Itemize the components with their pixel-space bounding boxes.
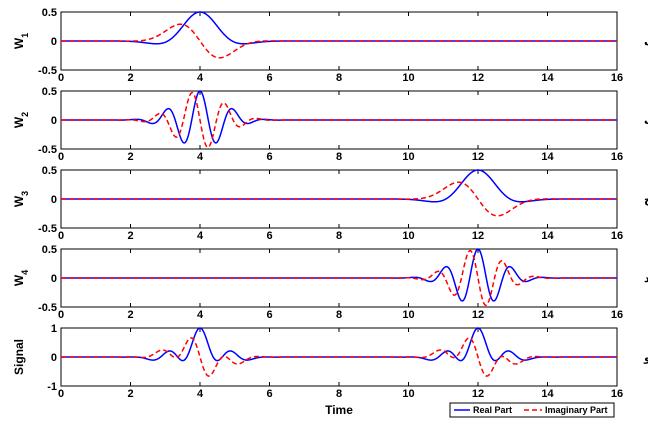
y-axis-label-sub: 2 (20, 112, 30, 117)
x-tick-label: 12 (472, 388, 484, 400)
x-tick-label: 4 (197, 72, 204, 84)
x-tick-label: 2 (127, 230, 133, 242)
x-tick-label: 12 (472, 72, 484, 84)
x-tick-label: 10 (402, 151, 414, 163)
x-tick-label: 2 (127, 72, 133, 84)
y-tick-label: 0.5 (42, 86, 57, 98)
x-tick-label: 0 (58, 388, 64, 400)
x-tick-label: 12 (472, 151, 484, 163)
x-tick-label: 0 (58, 309, 64, 321)
x-tick-label: 4 (197, 230, 204, 242)
x-tick-label: 14 (541, 151, 554, 163)
y-axis-label: W4 (12, 270, 30, 286)
y-tick-label: -0.5 (38, 144, 57, 156)
x-tick-label: 6 (266, 151, 272, 163)
y-tick-label: 0 (51, 273, 57, 285)
y-axis-label: Signal (12, 339, 26, 375)
x-tick-label: 2 (127, 309, 133, 321)
y-axis-label: W3 (12, 191, 30, 207)
y-tick-label: -0.5 (38, 302, 57, 314)
series-imaginary-part (61, 91, 617, 149)
y-axis-label: W1 (12, 33, 30, 49)
x-tick-label: 14 (541, 388, 554, 400)
y-tick-label: 0 (51, 194, 57, 206)
y-axis-label-main: Signal (12, 339, 26, 375)
x-tick-label: 6 (266, 309, 272, 321)
y-axis-label: W2 (12, 112, 30, 128)
x-tick-label: 6 (266, 72, 272, 84)
y-axis-label-sub: 3 (20, 191, 30, 196)
x-tick-label: 16 (611, 388, 623, 400)
x-tick-label: 0 (58, 230, 64, 242)
x-tick-label: 0 (58, 72, 64, 84)
x-tick-label: 14 (541, 72, 554, 84)
y-tick-label: 0 (51, 36, 57, 48)
y-tick-label: 0.5 (42, 244, 57, 256)
x-tick-label: 4 (197, 388, 204, 400)
x-tick-label: 0 (58, 151, 64, 163)
series-imaginary-part (61, 23, 617, 59)
x-tick-label: 8 (336, 388, 342, 400)
x-tick-label: 2 (127, 151, 133, 163)
y-tick-label: 0 (51, 352, 57, 364)
y-tick-label: 0.5 (42, 7, 57, 19)
legend-label-real: Real Part (473, 405, 512, 415)
legend-label-imaginary: Imaginary Part (545, 405, 608, 415)
y-tick-label: -0.5 (38, 223, 57, 235)
series-imaginary-part (61, 249, 617, 307)
x-tick-label: 8 (336, 72, 342, 84)
series-imaginary-part (61, 337, 617, 377)
panel-tag: (د (644, 273, 648, 285)
x-tick-label: 16 (611, 72, 623, 84)
x-tick-label: 8 (336, 151, 342, 163)
x-tick-label: 10 (402, 388, 414, 400)
y-tick-label: -1 (47, 381, 57, 393)
y-tick-label: -0.5 (38, 65, 57, 77)
x-tick-label: 12 (472, 309, 484, 321)
legend: Real Part Imaginary Part (449, 402, 615, 418)
y-axis-label-main: W (12, 274, 26, 286)
x-tick-label: 4 (197, 309, 204, 321)
panel-tag: (و (643, 352, 648, 364)
x-tick-label: 10 (402, 309, 414, 321)
x-tick-label: 6 (266, 230, 272, 242)
x-tick-label: 8 (336, 309, 342, 321)
panel-tag: (ج (644, 194, 648, 207)
x-tick-label: 16 (611, 230, 623, 242)
x-tick-label: 4 (197, 151, 204, 163)
y-axis-label-main: W (12, 195, 26, 207)
y-tick-label: 1 (51, 323, 57, 335)
x-tick-label: 14 (541, 309, 554, 321)
x-tick-label: 16 (611, 151, 623, 163)
y-tick-label: 0.5 (42, 165, 57, 177)
x-tick-label: 16 (611, 309, 623, 321)
x-tick-label: 8 (336, 230, 342, 242)
x-tick-label: 14 (541, 230, 554, 242)
series-imaginary-part (61, 181, 617, 217)
y-axis-label-sub: 1 (20, 33, 30, 38)
y-axis-label-sub: 4 (20, 270, 30, 275)
x-tick-label: 10 (402, 230, 414, 242)
y-tick-label: 0 (51, 115, 57, 127)
x-axis-label: Time (325, 403, 353, 417)
panel-tag: (ب (644, 115, 648, 127)
y-axis-label-main: W (12, 37, 26, 49)
panel-tag: (الف (644, 36, 648, 48)
x-tick-label: 2 (127, 388, 133, 400)
x-tick-label: 12 (472, 230, 484, 242)
x-tick-label: 10 (402, 72, 414, 84)
y-axis-label-main: W (12, 116, 26, 128)
x-tick-label: 6 (266, 388, 272, 400)
